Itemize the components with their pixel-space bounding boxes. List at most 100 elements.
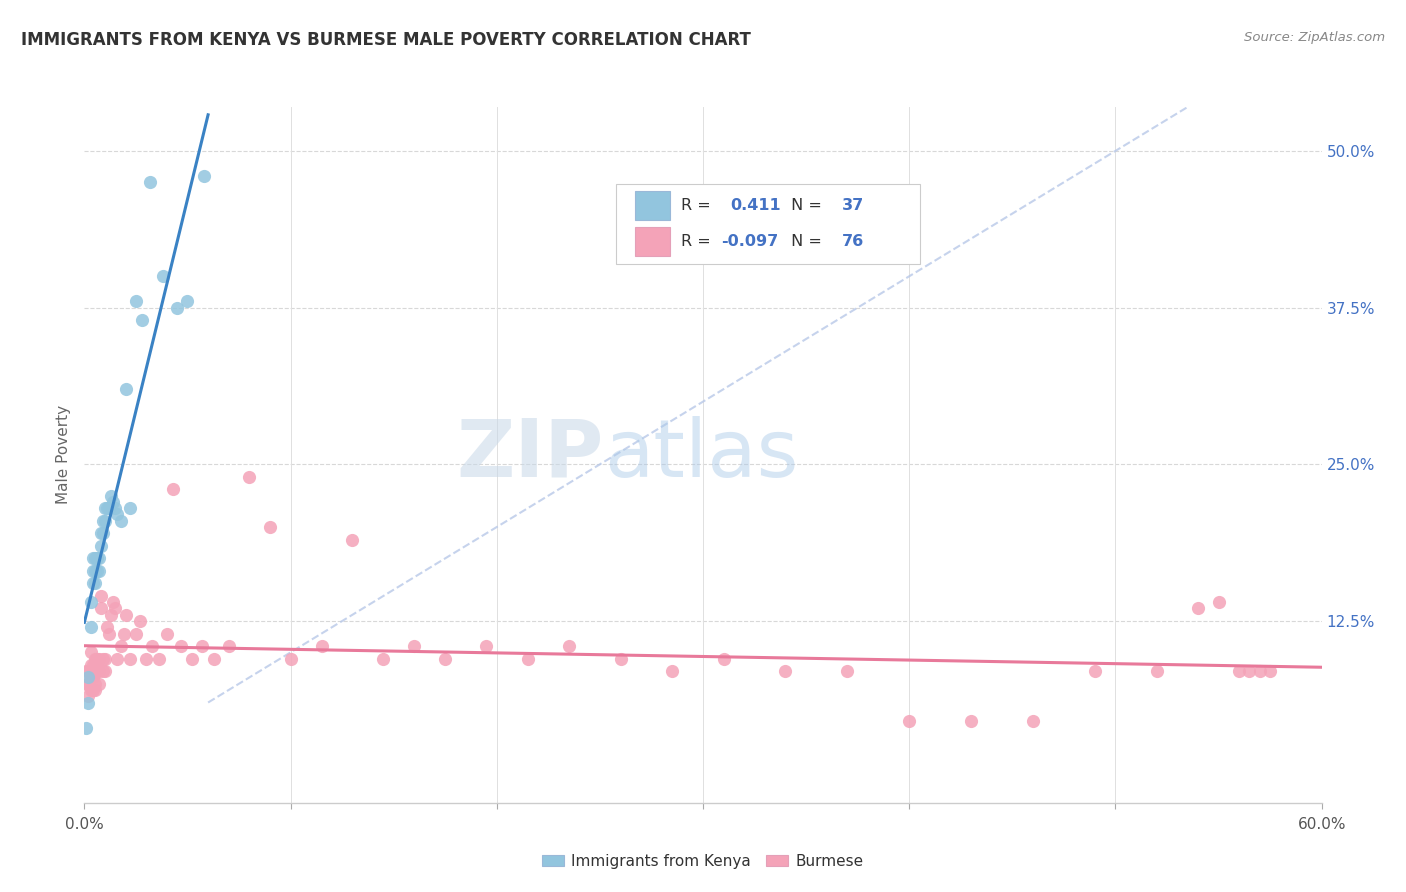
Point — [118, 501, 141, 516]
Point — [1146, 664, 1168, 678]
Point — [82, 551, 104, 566]
Point — [342, 533, 364, 547]
Point — [94, 651, 117, 665]
Point — [1249, 664, 1271, 678]
Point — [202, 651, 225, 665]
Point — [96, 620, 118, 634]
FancyBboxPatch shape — [616, 184, 920, 263]
Point — [125, 294, 148, 309]
Point — [86, 651, 108, 665]
Point — [90, 589, 112, 603]
Point — [83, 664, 105, 678]
Point — [83, 564, 105, 578]
Point — [1227, 664, 1250, 678]
Point — [166, 301, 188, 315]
Point — [404, 639, 426, 653]
Point — [152, 269, 174, 284]
Point — [1208, 595, 1230, 609]
Point — [112, 626, 135, 640]
Text: IMMIGRANTS FROM KENYA VS BURMESE MALE POVERTY CORRELATION CHART: IMMIGRANTS FROM KENYA VS BURMESE MALE PO… — [21, 31, 751, 49]
Text: N =: N = — [786, 234, 827, 249]
Text: 0.411: 0.411 — [730, 198, 780, 212]
Point — [713, 651, 735, 665]
Point — [1187, 601, 1209, 615]
Text: atlas: atlas — [605, 416, 799, 494]
Bar — [636, 191, 669, 219]
Bar — [636, 227, 669, 256]
Point — [139, 175, 162, 189]
Point — [960, 714, 983, 729]
Text: 37: 37 — [842, 198, 863, 212]
Point — [79, 620, 101, 634]
Point — [82, 670, 104, 684]
Point — [129, 614, 152, 628]
Point — [104, 501, 127, 516]
Text: N =: N = — [786, 198, 827, 212]
Point — [131, 313, 153, 327]
Point — [75, 721, 97, 735]
Point — [82, 576, 104, 591]
Point — [77, 690, 100, 704]
Point — [82, 564, 104, 578]
Point — [100, 489, 122, 503]
Point — [90, 601, 112, 615]
Y-axis label: Male Poverty: Male Poverty — [56, 405, 72, 505]
Point — [83, 683, 105, 698]
Point — [104, 601, 127, 615]
Point — [87, 551, 110, 566]
Legend: Immigrants from Kenya, Burmese: Immigrants from Kenya, Burmese — [536, 848, 870, 875]
Point — [110, 514, 132, 528]
Point — [1239, 664, 1261, 678]
Point — [114, 607, 136, 622]
Point — [176, 294, 198, 309]
Point — [609, 651, 631, 665]
Point — [191, 639, 214, 653]
Point — [77, 676, 100, 690]
Point — [82, 683, 104, 698]
Point — [83, 576, 105, 591]
Point — [79, 683, 101, 698]
Point — [114, 382, 136, 396]
Point — [434, 651, 457, 665]
Point — [86, 664, 108, 678]
Point — [1084, 664, 1107, 678]
Point — [96, 501, 118, 516]
Point — [259, 520, 281, 534]
Point — [193, 169, 215, 183]
Point — [87, 664, 110, 678]
Point — [558, 639, 581, 653]
Point — [87, 564, 110, 578]
Point — [135, 651, 157, 665]
Point — [373, 651, 395, 665]
Point — [238, 470, 260, 484]
Point — [775, 664, 797, 678]
Text: ZIP: ZIP — [457, 416, 605, 494]
Point — [1258, 664, 1281, 678]
Point — [141, 639, 163, 653]
Point — [170, 639, 193, 653]
Point — [475, 639, 498, 653]
Point — [79, 657, 101, 672]
Point — [83, 676, 105, 690]
Point — [105, 651, 128, 665]
Point — [218, 639, 240, 653]
Point — [1022, 714, 1045, 729]
Point — [156, 626, 179, 640]
Point — [77, 696, 100, 710]
Point — [75, 664, 97, 678]
Point — [100, 607, 122, 622]
Point — [661, 664, 683, 678]
Point — [77, 670, 100, 684]
Point — [83, 651, 105, 665]
Text: R =: R = — [681, 198, 716, 212]
Point — [180, 651, 202, 665]
Point — [94, 514, 117, 528]
Point — [898, 714, 921, 729]
Point — [837, 664, 859, 678]
Point — [91, 526, 114, 541]
Point — [98, 501, 121, 516]
Point — [90, 539, 112, 553]
Point — [105, 508, 128, 522]
Point — [311, 639, 333, 653]
Point — [91, 651, 114, 665]
